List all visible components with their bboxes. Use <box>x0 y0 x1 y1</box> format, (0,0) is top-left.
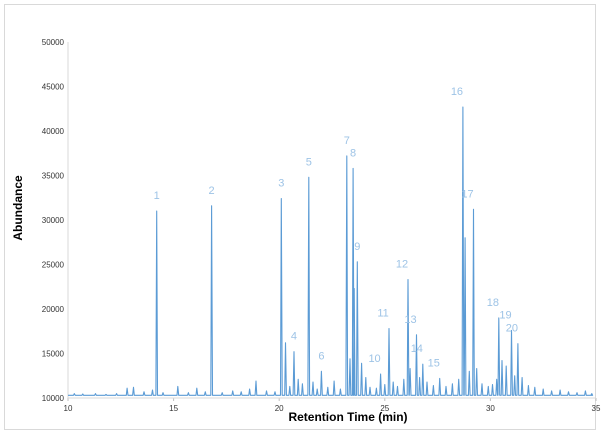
y-tick-label: 25000 <box>42 261 65 270</box>
peak-label-15: 15 <box>428 357 440 369</box>
y-axis-title: Abundance <box>11 175 25 241</box>
chromatogram-trace <box>68 106 594 396</box>
x-tick-label: 10 <box>64 404 73 413</box>
x-tick-label: 20 <box>275 404 284 413</box>
y-tick-label: 35000 <box>42 172 65 181</box>
peak-label-12: 12 <box>396 259 408 271</box>
peak-label-16: 16 <box>451 86 463 98</box>
peak-label-6: 6 <box>318 350 324 362</box>
peak-label-9: 9 <box>354 241 360 253</box>
peak-label-7: 7 <box>344 135 350 147</box>
x-tick-label: 15 <box>169 404 178 413</box>
peak-label-8: 8 <box>350 147 356 159</box>
peak-label-14: 14 <box>411 343 423 355</box>
y-tick-label: 40000 <box>42 127 65 136</box>
x-tick-label: 35 <box>592 404 601 413</box>
peak-label-3: 3 <box>278 178 284 190</box>
y-tick-label: 50000 <box>42 38 65 47</box>
peak-label-17: 17 <box>461 188 473 200</box>
peak-label-1: 1 <box>154 190 160 202</box>
peak-label-20: 20 <box>506 323 518 335</box>
peak-label-4: 4 <box>291 331 297 343</box>
peak-label-19: 19 <box>499 309 511 321</box>
y-tick-label: 45000 <box>42 83 65 92</box>
peak-label-13: 13 <box>404 314 416 326</box>
x-tick-label: 25 <box>380 404 389 413</box>
y-tick-label: 10000 <box>42 394 65 403</box>
y-tick-label: 30000 <box>42 216 65 225</box>
peak-label-2: 2 <box>209 185 215 197</box>
peak-label-18: 18 <box>487 297 499 309</box>
y-tick-label: 20000 <box>42 305 65 314</box>
peak-label-10: 10 <box>368 353 380 365</box>
y-tick-label: 15000 <box>42 350 65 359</box>
peak-label-11: 11 <box>377 308 388 320</box>
x-axis-title: Retention Time (min) <box>288 410 407 424</box>
chart-frame <box>4 4 596 430</box>
y-axis-ticks: 10000 15000 20000 25000 30000 35000 40000 45000… <box>42 38 65 403</box>
x-tick-label: 30 <box>486 404 495 413</box>
peak-label-5: 5 <box>306 156 312 168</box>
